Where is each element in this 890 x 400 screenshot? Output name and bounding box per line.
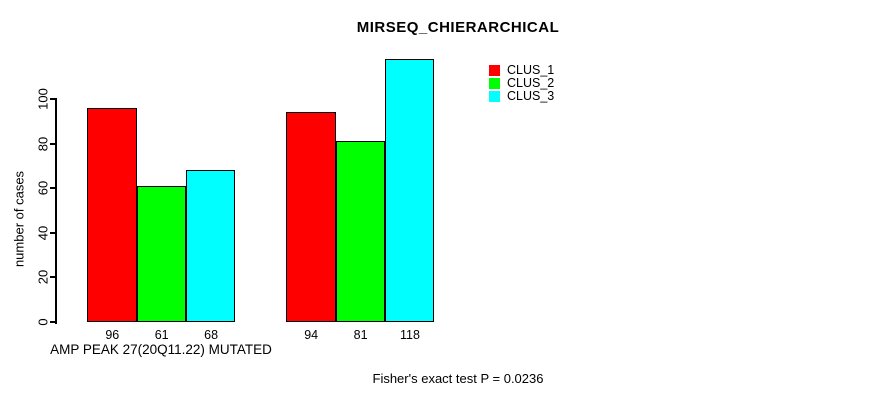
y-axis-tick xyxy=(50,187,56,190)
legend-label: CLUS_3 xyxy=(507,89,555,103)
y-axis-tick xyxy=(50,321,56,323)
legend-item-clus_1: CLUS_1 xyxy=(489,64,554,77)
legend-label: CLUS_2 xyxy=(507,76,555,90)
fisher-test-annotation: Fisher's exact test P = 0.0236 xyxy=(372,371,544,386)
x-axis-group-label: AMP PEAK 27(20Q11.22) MUTATED xyxy=(50,342,272,357)
bar-value-label: 96 xyxy=(105,328,120,342)
legend-label: CLUS_1 xyxy=(507,63,555,77)
bar-clus_3-group-2 xyxy=(385,58,435,322)
legend-swatch-clus_2 xyxy=(489,78,500,89)
y-axis-tick-label: 20 xyxy=(35,270,51,285)
bar-clus_3-group-1 xyxy=(186,170,236,322)
bar-value-label: 94 xyxy=(304,328,319,342)
bar-value-label: 81 xyxy=(353,328,368,342)
y-axis-tick-label: 60 xyxy=(35,180,51,196)
y-axis-tick xyxy=(50,231,56,234)
y-axis-tick xyxy=(50,142,56,145)
bar-clus_1-group-1 xyxy=(87,107,137,322)
bar-value-label: 118 xyxy=(400,328,420,342)
bar-value-label: 68 xyxy=(204,328,219,342)
bar-clus_1-group-2 xyxy=(286,112,336,322)
bar-clus_2-group-2 xyxy=(335,141,385,322)
y-axis-tick xyxy=(50,276,56,279)
y-axis-tick-label: 100 xyxy=(35,88,51,110)
legend-swatch-clus_1 xyxy=(489,65,500,76)
y-axis-tick-label: 40 xyxy=(35,225,51,241)
y-axis-tick-label: 0 xyxy=(35,318,51,326)
y-axis-tick-label: 80 xyxy=(35,136,51,151)
y-axis-label: number of cases xyxy=(11,170,27,268)
y-axis-line xyxy=(55,98,57,324)
legend-item-clus_3: CLUS_3 xyxy=(489,90,554,103)
chart-title: MIRSEQ_CHIERARCHICAL xyxy=(356,19,560,36)
bar-clus_2-group-1 xyxy=(136,185,187,322)
legend: CLUS_1 CLUS_2 CLUS_3 xyxy=(489,64,554,103)
legend-swatch-clus_3 xyxy=(489,91,500,102)
y-axis-tick xyxy=(50,98,56,100)
legend-item-clus_2: CLUS_2 xyxy=(489,77,554,90)
bar-value-label: 61 xyxy=(154,328,169,342)
